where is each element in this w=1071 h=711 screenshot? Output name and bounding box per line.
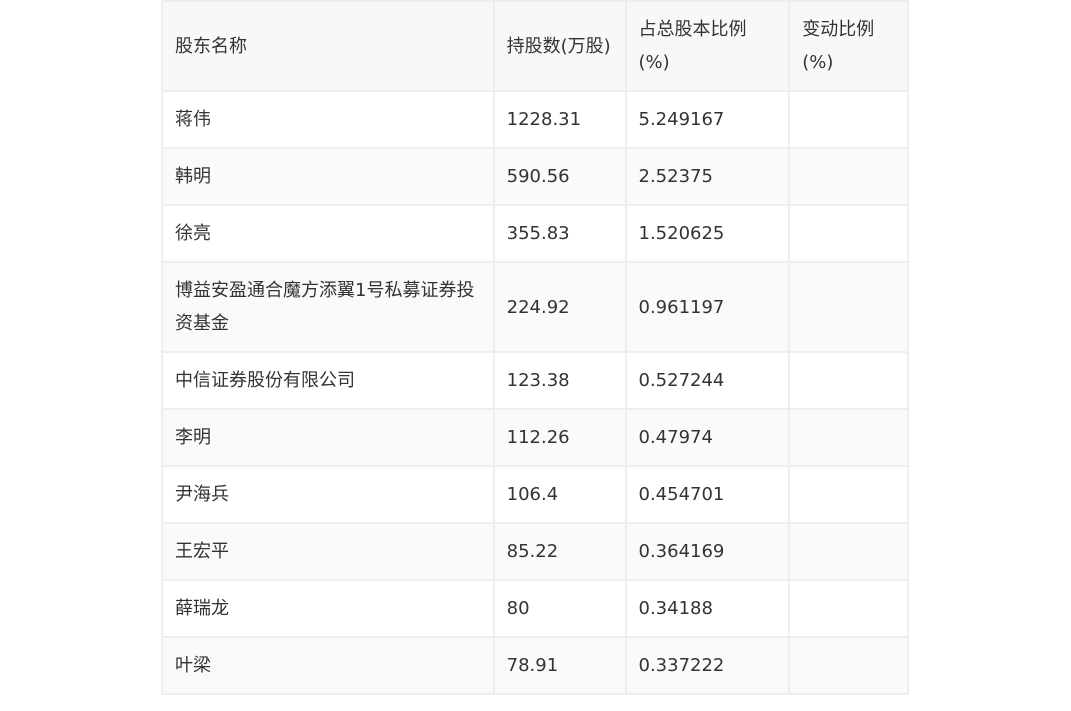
cell-change [788,579,909,638]
table-row: 李明 112.26 0.47974 [161,408,909,467]
table-row: 王宏平 85.22 0.364169 [161,522,909,581]
cell-ratio: 2.52375 [624,147,791,206]
cell-shares: 590.56 [492,147,627,206]
cell-name: 叶梁 [161,636,495,695]
cell-name: 李明 [161,408,495,467]
cell-shares: 355.83 [492,204,627,263]
shareholder-table: 股东名称 持股数(万股) 占总股本比例(%) 变动比例(%) 蒋伟 1228.31… [161,0,909,695]
table-row: 博益安盈通合魔方添翼1号私募证券投资基金 224.92 0.961197 [161,261,909,353]
cell-change [788,147,909,206]
cell-shares: 80 [492,579,627,638]
cell-name: 薛瑞龙 [161,579,495,638]
cell-name: 王宏平 [161,522,495,581]
cell-name: 中信证券股份有限公司 [161,351,495,410]
cell-name: 博益安盈通合魔方添翼1号私募证券投资基金 [161,261,495,353]
cell-ratio: 0.337222 [624,636,791,695]
table-row: 薛瑞龙 80 0.34188 [161,579,909,638]
cell-name: 蒋伟 [161,90,495,149]
header-ratio: 占总股本比例(%) [624,0,791,92]
cell-shares: 106.4 [492,465,627,524]
cell-ratio: 5.249167 [624,90,791,149]
cell-shares: 123.38 [492,351,627,410]
cell-ratio: 0.454701 [624,465,791,524]
cell-change [788,90,909,149]
table-row: 中信证券股份有限公司 123.38 0.527244 [161,351,909,410]
cell-ratio: 0.364169 [624,522,791,581]
table-row: 叶梁 78.91 0.337222 [161,636,909,695]
cell-change [788,351,909,410]
cell-shares: 224.92 [492,261,627,353]
cell-change [788,408,909,467]
cell-ratio: 0.961197 [624,261,791,353]
table-row: 蒋伟 1228.31 5.249167 [161,90,909,149]
cell-ratio: 0.527244 [624,351,791,410]
cell-change [788,465,909,524]
cell-change [788,636,909,695]
cell-ratio: 0.34188 [624,579,791,638]
cell-ratio: 0.47974 [624,408,791,467]
cell-change [788,522,909,581]
header-change: 变动比例(%) [788,0,909,92]
header-name: 股东名称 [161,0,495,92]
cell-name: 尹海兵 [161,465,495,524]
table-header-row: 股东名称 持股数(万股) 占总股本比例(%) 变动比例(%) [161,0,909,92]
cell-shares: 78.91 [492,636,627,695]
header-shares: 持股数(万股) [492,0,627,92]
cell-change [788,204,909,263]
table-row: 韩明 590.56 2.52375 [161,147,909,206]
cell-name: 徐亮 [161,204,495,263]
cell-shares: 112.26 [492,408,627,467]
table-row: 尹海兵 106.4 0.454701 [161,465,909,524]
cell-ratio: 1.520625 [624,204,791,263]
table-row: 徐亮 355.83 1.520625 [161,204,909,263]
cell-change [788,261,909,353]
cell-shares: 1228.31 [492,90,627,149]
cell-shares: 85.22 [492,522,627,581]
cell-name: 韩明 [161,147,495,206]
